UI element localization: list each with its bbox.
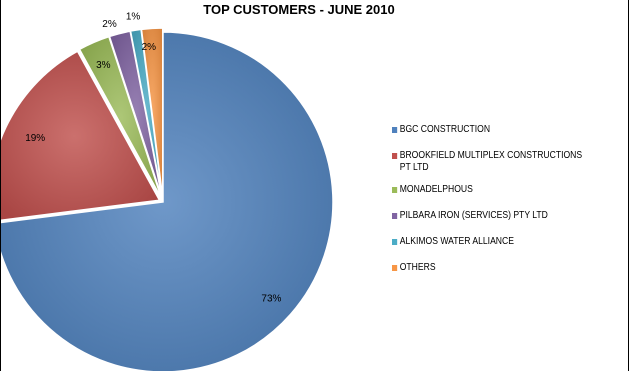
legend-label: ALKIMOS WATER ALLIANCE [399,236,514,247]
pie-slice [1,50,161,221]
slice-label: 1% [126,11,141,22]
pie-slice [140,27,164,199]
legend-swatch [392,127,398,133]
legend-swatch [392,213,398,219]
legend-item: OTHERS [392,262,590,274]
slice-label: 2% [102,19,117,30]
legend-swatch [392,239,398,245]
pie-slice [1,31,334,371]
legend-label: BROOKFIELD MULTIPLEX CONSTRUCTIONS PT LT… [399,150,583,173]
slice-label: 19% [25,133,45,144]
legend: BGC CONSTRUCTION BROOKFIELD MULTIPLEX CON… [392,124,622,274]
legend-swatch [392,265,398,271]
legend-item: BGC CONSTRUCTION [392,124,590,136]
chart-title: TOP CUSTOMERS - JUNE 2010 [203,2,394,17]
slice-labels: 73% 19% 3% 2% 1% 2% [25,11,281,304]
legend-swatch [392,153,398,159]
legend-label: OTHERS [399,262,436,273]
slice-label: 2% [142,42,157,53]
pie-slices [1,27,334,371]
legend-item: MONADELPHOUS [392,184,590,196]
legend-item: BROOKFIELD MULTIPLEX CONSTRUCTIONS PT LT… [392,150,590,174]
slice-label: 3% [96,60,111,71]
legend-label: PILBARA IRON (SERVICES) PTY LTD [399,210,548,221]
legend-swatch [392,187,398,193]
legend-item: ALKIMOS WATER ALLIANCE [392,236,590,248]
slice-label: 73% [261,294,281,305]
legend-label: BGC CONSTRUCTION [399,124,491,135]
legend-item: PILBARA IRON (SERVICES) PTY LTD [392,210,590,222]
legend-label: MONADELPHOUS [399,184,473,195]
